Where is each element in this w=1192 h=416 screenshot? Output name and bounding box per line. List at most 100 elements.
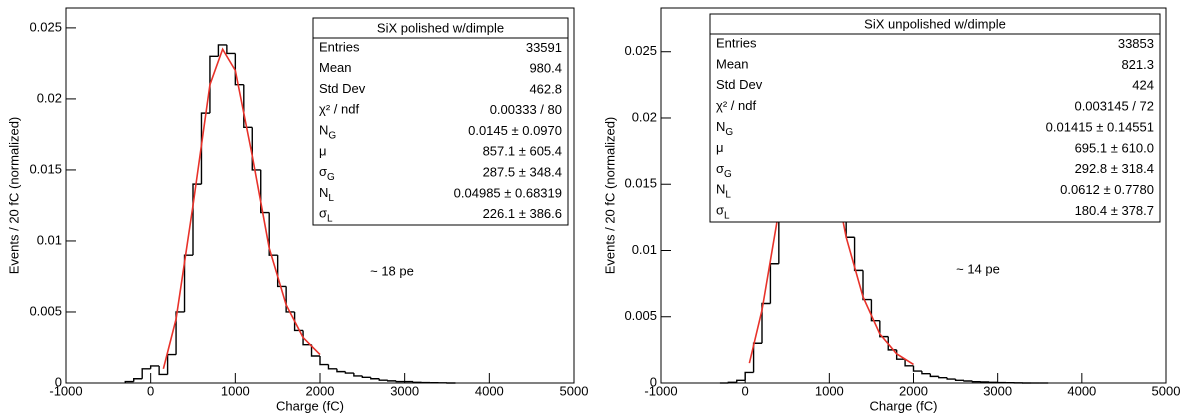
stats-name-text: Entries: [716, 36, 757, 51]
histogram-bin: [319, 356, 329, 366]
y-tick-label: 0.005: [624, 308, 657, 323]
stats-name: χ² / ndf: [319, 102, 359, 117]
stats-name: σL: [319, 206, 333, 224]
histogram-bin: [243, 84, 253, 129]
stats-name-text: Mean: [319, 61, 352, 76]
histogram-bin: [879, 320, 889, 338]
histogram-bin: [285, 286, 295, 313]
histogram-bin: [370, 377, 380, 380]
histogram-bin: [260, 169, 270, 214]
stats-name-text: σ: [319, 206, 327, 221]
stats-name-text: χ² / ndf: [319, 102, 359, 117]
x-tick-label: 3000: [390, 383, 419, 398]
stats-name: NG: [716, 119, 733, 137]
stats-name-sub: G: [327, 172, 335, 183]
histogram-bin: [226, 44, 236, 55]
stats-value: 0.003145 / 72: [1074, 99, 1154, 114]
histogram-bin: [353, 373, 363, 377]
y-tick-label: 0: [55, 374, 62, 389]
x-tick-label: 2000: [899, 383, 928, 398]
stats-name: Std Dev: [716, 78, 763, 93]
histogram-bin: [853, 237, 863, 272]
stats-name-text: Entries: [319, 40, 360, 55]
y-tick-label: 0.02: [37, 90, 62, 105]
plot-frame: [660, 7, 1167, 384]
stats-value: 33591: [526, 40, 562, 55]
stats-value: 0.0612 ± 0.7780: [1060, 182, 1154, 197]
fit-curve: [162, 47, 321, 369]
histogram-bin: [954, 379, 964, 382]
stats-name: Entries: [319, 40, 360, 55]
histogram-bin: [862, 270, 872, 301]
stats-value: 0.00333 / 80: [490, 102, 562, 117]
stats-name-sub: L: [327, 213, 333, 224]
annotation: ~ 14 pe: [956, 261, 1000, 276]
histogram-bin: [268, 212, 278, 256]
y-tick-label: 0.005: [29, 303, 62, 318]
y-tick-label: 0.01: [37, 232, 62, 247]
stats-name-text: σ: [716, 161, 724, 176]
y-tick-label: 0.025: [624, 43, 657, 58]
histogram-bin: [175, 311, 185, 355]
x-tick-label: 0: [742, 383, 749, 398]
stats-box: [709, 13, 1161, 223]
stats-name-text: N: [319, 185, 328, 200]
y-tick-label: 0.025: [29, 19, 62, 34]
histogram-bin: [310, 344, 320, 357]
stats-name-sub: L: [724, 210, 730, 221]
stats-name: NL: [716, 182, 731, 200]
x-tick-label: 1000: [221, 383, 250, 398]
histogram-bin: [938, 376, 948, 379]
histogram-bin: [192, 183, 202, 256]
stats-value: 695.1 ± 610.0: [1075, 140, 1154, 155]
x-tick-label: 5000: [1152, 383, 1181, 398]
x-tick-label: -1000: [644, 383, 677, 398]
histogram-bin: [870, 299, 880, 322]
histogram-bin: [387, 380, 397, 382]
stats-name: σG: [319, 164, 335, 182]
y-tick-label: 0.02: [632, 109, 657, 124]
histogram-bin: [736, 379, 746, 383]
stats-value: 980.4: [529, 61, 562, 76]
y-tick-label: 0.015: [624, 176, 657, 191]
histogram-bin: [200, 112, 210, 185]
annotation: ~ 18 pe: [370, 263, 414, 278]
stats-name-text: μ: [319, 144, 327, 159]
stats-value: 226.1 ± 386.6: [483, 206, 562, 221]
stats-name: σL: [716, 203, 730, 221]
x-tick-label: -1000: [49, 383, 82, 398]
y-tick-label: 0: [650, 374, 657, 389]
stats-name-sub: L: [725, 189, 731, 200]
stats-name: Mean: [716, 57, 749, 72]
histogram-bin: [327, 364, 337, 370]
histogram-bin: [276, 255, 287, 288]
histogram-bin: [752, 342, 762, 373]
histogram-bin: [395, 380, 405, 383]
stats-name-text: σ: [319, 164, 327, 179]
x-tick-label: 3000: [983, 383, 1012, 398]
stats-value: 462.8: [529, 81, 562, 96]
histogram-bin: [378, 378, 388, 381]
histogram-bin: [761, 302, 771, 344]
histogram-bin: [344, 371, 354, 374]
plot-frame: [65, 7, 575, 384]
histogram-bin: [133, 378, 143, 382]
stats-name-sub: G: [724, 168, 732, 179]
stats-name-text: Std Dev: [716, 78, 763, 93]
y-axis-label: Events / 20 fC (normalized): [602, 117, 617, 275]
stats-name-sub: G: [328, 130, 336, 141]
histogram-bin: [251, 127, 261, 171]
histogram-bin: [963, 380, 973, 382]
x-tick-label: 0: [147, 383, 154, 398]
stats-value: 292.8 ± 318.4: [1075, 161, 1154, 176]
histogram-bin: [946, 377, 956, 380]
stats-name: μ: [319, 144, 327, 159]
stats-value: 0.01415 ± 0.14551: [1046, 119, 1154, 134]
stats-name-text: Mean: [716, 57, 749, 72]
stats-value: 821.3: [1121, 57, 1154, 72]
x-tick-label: 4000: [475, 383, 504, 398]
histogram-bin: [971, 380, 981, 383]
